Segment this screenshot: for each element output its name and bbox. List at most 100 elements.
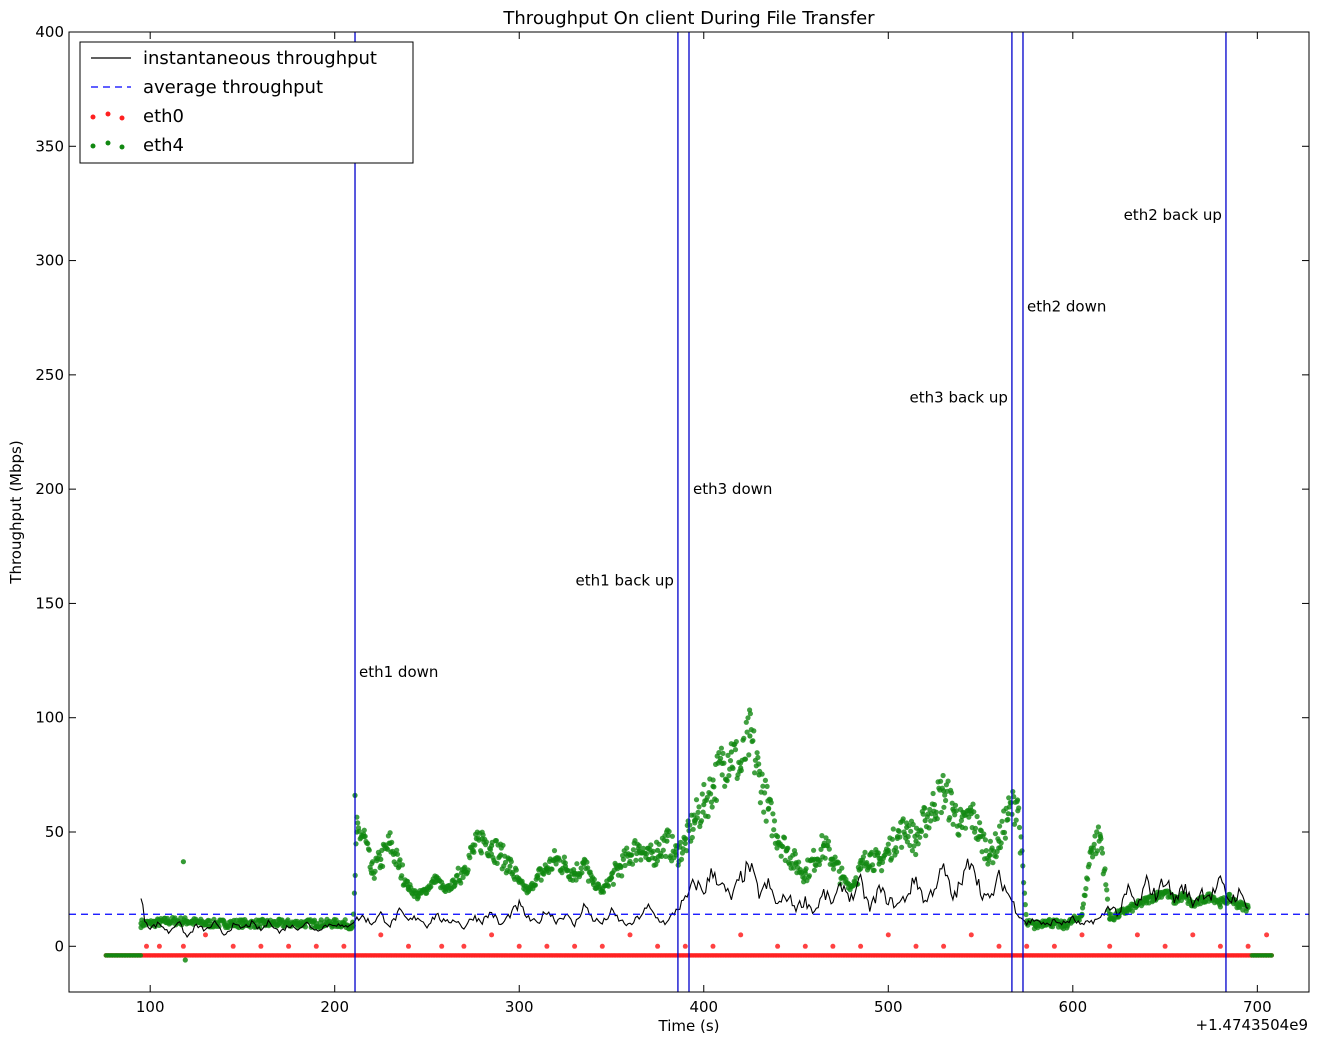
- eth4-point: [718, 745, 725, 751]
- eth4-point: [950, 821, 956, 827]
- eth4-point: [581, 861, 587, 867]
- y-tick-label: 50: [45, 823, 64, 841]
- eth4-point: [977, 820, 983, 826]
- x-tick-label: 500: [874, 998, 903, 1016]
- eth4-point: [985, 861, 991, 867]
- eth4-point: [659, 853, 665, 860]
- eth4-point: [664, 838, 670, 844]
- eth4-point: [835, 860, 842, 866]
- eth4-point: [930, 790, 936, 797]
- y-tick-label: 300: [35, 252, 64, 270]
- eth4-point: [806, 873, 813, 879]
- eth4-point: [993, 854, 999, 860]
- eth4-point: [947, 815, 953, 821]
- eth4-point: [387, 840, 393, 847]
- eth4-point: [396, 863, 402, 869]
- eth4-point: [397, 857, 403, 863]
- eth4-point: [1125, 907, 1131, 913]
- eth4-point: [248, 924, 254, 930]
- x-offset-label: +1.4743504e9: [1196, 1016, 1308, 1034]
- eth4-point: [839, 875, 845, 881]
- legend-label-eth4: eth4: [143, 135, 184, 156]
- eth4-point: [762, 777, 769, 784]
- legend-box: [79, 41, 414, 164]
- eth4-point: [986, 857, 992, 863]
- eth4-point: [987, 838, 994, 844]
- eth4-point: [818, 846, 824, 853]
- eth4-point: [687, 822, 693, 828]
- eth4-point: [730, 765, 736, 772]
- eth4-point: [622, 862, 628, 869]
- eth4-point: [405, 884, 412, 890]
- eth4-point: [977, 834, 984, 840]
- eth4-point: [376, 852, 382, 858]
- event-label: eth3 back up: [910, 389, 1008, 407]
- eth4-point: [202, 920, 209, 927]
- eth4-point: [860, 854, 867, 860]
- eth4-point: [948, 790, 955, 796]
- eth4-point: [640, 845, 646, 851]
- eth4-point: [478, 850, 484, 856]
- eth0-point: [968, 932, 974, 938]
- eth4-point: [1080, 901, 1086, 907]
- eth4-point: [997, 823, 1003, 829]
- event-annotations: eth1 down eth1 back up eth3 down eth3 back …: [359, 206, 1222, 681]
- eth4-point: [747, 733, 753, 739]
- eth4-point: [1006, 804, 1013, 810]
- eth4-point: [1091, 841, 1097, 848]
- eth4-point: [697, 823, 703, 830]
- eth4-point: [942, 792, 948, 798]
- eth4-point: [943, 797, 949, 804]
- eth4-point: [553, 856, 559, 863]
- eth4-point: [945, 778, 951, 784]
- eth4-point: [1016, 805, 1022, 811]
- eth4-point: [1005, 816, 1011, 823]
- eth4-point: [718, 755, 724, 762]
- eth0-point: [913, 943, 919, 949]
- eth4-point: [822, 855, 828, 861]
- eth4-point: [1107, 916, 1113, 922]
- eth4-point: [1102, 866, 1108, 872]
- eth4-point: [1016, 824, 1023, 831]
- eth4-point: [768, 800, 774, 806]
- eth4-point: [913, 838, 919, 844]
- eth4-point: [746, 752, 752, 758]
- y-axis-label: Throughput (Mbps): [7, 440, 25, 584]
- eth4-point: [1099, 850, 1106, 856]
- eth0-point: [378, 932, 384, 938]
- eth4-point: [1013, 817, 1019, 823]
- eth0-point: [830, 943, 836, 949]
- eth0-point: [544, 943, 550, 949]
- eth4-point: [763, 818, 769, 824]
- eth0-point: [144, 943, 149, 949]
- eth4-point: [387, 830, 393, 836]
- eth0-point: [1051, 943, 1057, 949]
- eth4-point: [757, 800, 764, 806]
- x-tick-label: 200: [320, 998, 349, 1016]
- event-label: eth3 down: [693, 480, 772, 498]
- eth4-point: [1099, 845, 1105, 851]
- eth0-point: [156, 943, 162, 949]
- eth4-point: [709, 804, 715, 810]
- eth4-point: [1085, 876, 1091, 882]
- eth4-point: [428, 884, 434, 890]
- eth4-point: [1144, 898, 1150, 904]
- eth4-point: [644, 851, 650, 857]
- eth4-point: [871, 867, 877, 873]
- eth0-point: [439, 943, 445, 949]
- eth4-point: [952, 812, 958, 818]
- eth4-point: [394, 847, 400, 853]
- eth0-point: [1079, 932, 1085, 938]
- eth4-point: [826, 846, 832, 852]
- eth4-point: [710, 783, 716, 789]
- eth4-point: [180, 859, 186, 865]
- eth4-point: [922, 818, 928, 824]
- eth4-point: [941, 804, 947, 810]
- eth4-point: [378, 856, 384, 863]
- eth4-point: [663, 853, 669, 860]
- eth4-point: [879, 868, 885, 874]
- eth4-point: [970, 801, 976, 807]
- eth4-point: [561, 854, 568, 860]
- eth4-point: [371, 875, 377, 881]
- eth4-point: [1005, 811, 1011, 817]
